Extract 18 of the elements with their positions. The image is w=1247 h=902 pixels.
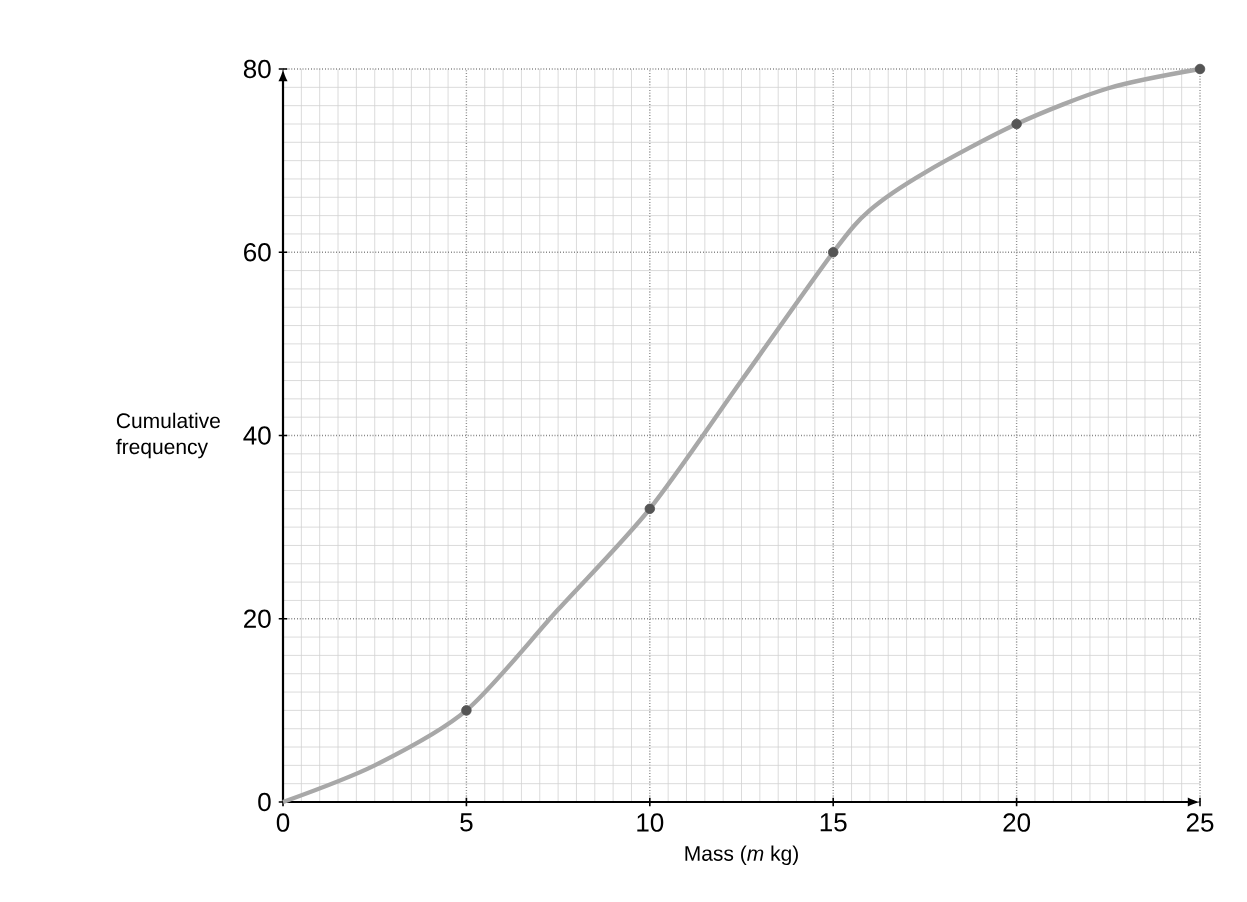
x-tick-label: 0 xyxy=(276,813,290,832)
x-tick-label: 20 xyxy=(1003,813,1031,832)
point xyxy=(1011,118,1022,130)
y-tick-label: 40 xyxy=(243,426,271,445)
point xyxy=(828,247,839,258)
y-tick-label: 20 xyxy=(244,609,271,628)
point xyxy=(461,705,472,716)
y-tick-label: 0 xyxy=(258,792,271,812)
y-tick-label: 60 xyxy=(244,243,271,262)
x-tick-label: 25 xyxy=(1186,813,1214,832)
x-tick-label: 5 xyxy=(460,813,473,832)
point xyxy=(644,503,656,515)
y-tick-label: 80 xyxy=(243,59,271,79)
y-axis-title: Cumulative frequency xyxy=(116,412,220,459)
x-axis-title: Mass (m kg) xyxy=(685,845,798,866)
x-tick-label: 10 xyxy=(637,813,664,832)
x-tick-label: 15 xyxy=(820,813,847,832)
point xyxy=(1194,63,1206,75)
